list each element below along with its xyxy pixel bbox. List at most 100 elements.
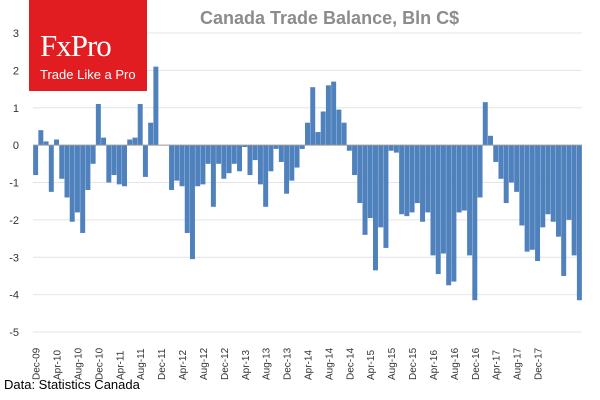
bar: [216, 145, 222, 164]
bar: [561, 145, 567, 276]
data-source-note: Data: Statistics Canada: [4, 377, 140, 392]
bar: [571, 145, 577, 256]
bar: [524, 145, 530, 252]
bar: [514, 145, 520, 192]
bar: [69, 145, 75, 222]
bar: [420, 145, 426, 222]
x-tick-label: Aug-16: [450, 347, 461, 380]
x-tick-label: Apr-12: [178, 350, 189, 380]
y-tick-label: -4: [9, 290, 19, 302]
bar: [95, 104, 101, 146]
bar: [247, 145, 253, 176]
y-axis-ticks: 3 2 1 0 -1 -2 -3 -4 -5: [9, 28, 19, 339]
bar: [378, 145, 384, 228]
bar: [435, 145, 441, 275]
bar: [174, 145, 180, 181]
bar: [127, 139, 133, 146]
bar: [179, 145, 185, 187]
bar: [278, 145, 284, 162]
bar: [54, 139, 60, 146]
bar: [325, 85, 331, 146]
bar: [493, 145, 499, 162]
bar: [148, 122, 154, 146]
x-tick-label: Dec-13: [283, 347, 294, 380]
bar: [430, 145, 436, 256]
bar: [315, 132, 321, 146]
bar: [367, 145, 373, 219]
bar: [153, 66, 159, 146]
x-tick-label: Apr-16: [429, 350, 440, 380]
bar: [226, 145, 232, 174]
bar: [38, 130, 44, 146]
bar: [43, 141, 49, 146]
bar: [393, 145, 399, 153]
x-tick-label: Apr-13: [241, 350, 252, 380]
bar: [498, 145, 504, 179]
y-tick-label: -2: [9, 215, 19, 227]
bar: [111, 145, 117, 176]
bar: [48, 145, 54, 192]
bar: [352, 145, 358, 176]
y-tick-label: -1: [9, 178, 19, 190]
bar: [252, 145, 258, 161]
bar: [346, 145, 352, 151]
bar: [550, 145, 556, 222]
bar: [221, 145, 227, 179]
bar: [461, 145, 467, 211]
bar: [205, 145, 211, 164]
x-tick-label: Dec-11: [157, 348, 168, 380]
chart-title: Canada Trade Balance, Bln C$: [200, 8, 459, 28]
bar: [257, 145, 263, 185]
bar: [576, 145, 582, 301]
fxpro-logo: FxPro Trade Like a Pro: [29, 0, 147, 91]
bar: [357, 145, 363, 204]
bar: [440, 145, 446, 254]
bar: [472, 145, 478, 301]
x-tick-label: Apr-10: [53, 350, 64, 380]
x-tick-label: Dec-15: [408, 347, 419, 380]
bar: [529, 145, 535, 250]
bar: [90, 145, 96, 164]
bar: [566, 145, 572, 220]
bar: [80, 145, 86, 233]
bar: [414, 145, 420, 204]
bar: [362, 145, 368, 235]
bar: [289, 145, 295, 181]
bar: [263, 145, 269, 207]
bar: [409, 145, 415, 213]
bar: [399, 145, 405, 215]
y-tick-label: 2: [13, 65, 19, 77]
bar: [195, 145, 201, 187]
x-tick-label: Dec-16: [471, 347, 482, 380]
bar: [294, 145, 300, 168]
bar: [284, 145, 290, 194]
bar: [540, 145, 546, 228]
bar: [74, 145, 80, 213]
bar: [142, 145, 148, 177]
x-tick-label: Dec-17: [534, 347, 545, 380]
bar: [132, 137, 138, 146]
chart-bars: [33, 66, 582, 301]
bar: [305, 122, 310, 146]
bar: [341, 122, 347, 146]
y-tick-label: 3: [13, 28, 19, 40]
x-tick-label: Aug-14: [324, 347, 335, 380]
bar: [137, 104, 143, 146]
x-tick-label: Aug-12: [199, 347, 210, 380]
x-tick-label: Dec-12: [220, 347, 231, 380]
x-axis-ticks: Dec-09 Apr-10 Aug-10 Dec-10 Apr-11 Aug-11 Dec-…: [32, 347, 545, 380]
bar: [106, 145, 112, 183]
x-tick-label: Apr-17: [492, 350, 503, 380]
logo-brand-name: FxPro: [40, 28, 112, 63]
bar: [503, 145, 509, 204]
bar: [64, 145, 70, 198]
x-tick-label: Aug-17: [513, 347, 524, 380]
bar: [169, 145, 175, 190]
x-tick-label: Apr-11: [115, 350, 126, 380]
bar: [372, 145, 378, 271]
bar: [189, 145, 195, 260]
bar: [122, 145, 127, 187]
bar: [273, 145, 279, 149]
x-tick-label: Dec-14: [345, 347, 356, 380]
